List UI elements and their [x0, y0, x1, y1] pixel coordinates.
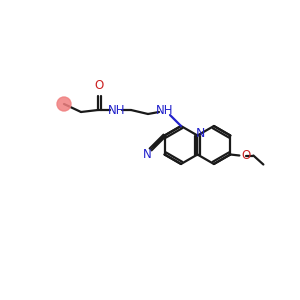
- Text: NH: NH: [108, 103, 126, 116]
- Text: N: N: [196, 127, 205, 140]
- Circle shape: [57, 97, 71, 111]
- Text: NH: NH: [156, 103, 174, 116]
- Text: O: O: [242, 149, 250, 162]
- Text: N: N: [143, 148, 152, 161]
- Text: O: O: [94, 79, 103, 92]
